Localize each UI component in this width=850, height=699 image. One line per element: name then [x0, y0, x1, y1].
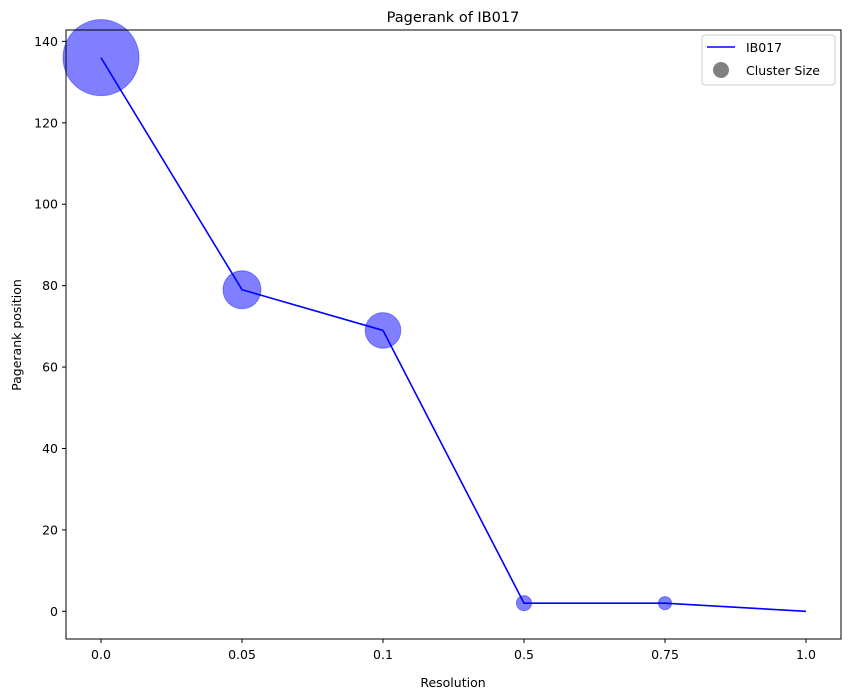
plot-frame: [65, 29, 842, 640]
y-tick-label: 120: [34, 115, 58, 130]
y-axis-ticks: 0 20 40 60 80 100 120 140: [34, 34, 66, 619]
x-tick-label: 1.0: [796, 647, 816, 662]
legend-marker-cluster-size: [713, 62, 729, 78]
y-tick-label: 140: [34, 34, 58, 49]
y-axis-label: Pagerank position: [9, 279, 24, 391]
y-tick-label: 40: [42, 441, 58, 456]
legend-frame: [701, 34, 836, 86]
x-axis-ticks: 0.0 0.05 0.1 0.5 0.75 1.0: [91, 639, 816, 662]
x-tick-label: 0.5: [514, 647, 534, 662]
chart-title: Pagerank of IB017: [387, 10, 520, 26]
legend-label-series: IB017: [746, 40, 782, 55]
x-tick-label: 0.0: [91, 647, 111, 662]
y-tick-label: 0: [50, 604, 58, 619]
y-tick-label: 100: [34, 197, 58, 212]
legend: IB017 Cluster Size: [701, 34, 836, 86]
series-line-ib017: [100, 57, 807, 613]
y-tick-label: 60: [42, 360, 58, 375]
x-tick-label: 0.1: [373, 647, 393, 662]
legend-label-cluster-size: Cluster Size: [746, 63, 820, 78]
x-tick-label: 0.05: [228, 647, 256, 662]
x-tick-label: 0.75: [651, 647, 679, 662]
x-axis-label: Resolution: [420, 675, 485, 690]
y-tick-label: 80: [42, 278, 58, 293]
cluster-size-bubbles: [62, 19, 673, 612]
y-tick-label: 20: [42, 522, 58, 537]
